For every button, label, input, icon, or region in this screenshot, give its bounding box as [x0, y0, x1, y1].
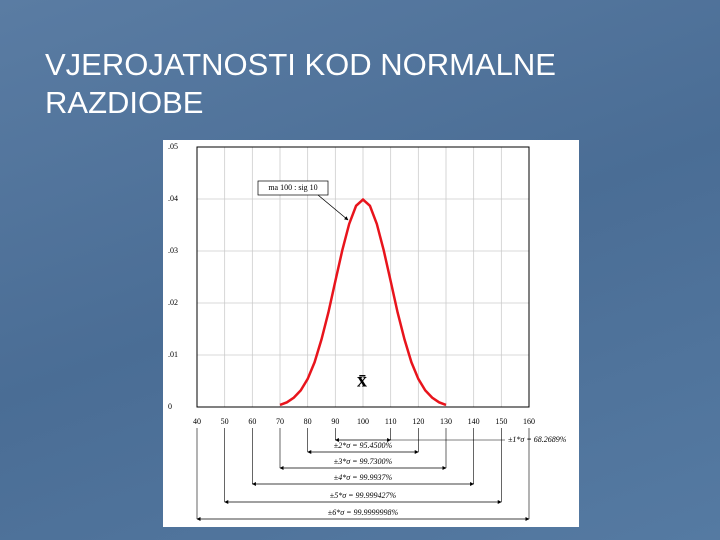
- x-tick-label: 160: [523, 417, 535, 426]
- x-tick-label: 70: [276, 417, 284, 426]
- y-tick-label: .03: [168, 246, 178, 255]
- x-tick-label: 130: [440, 417, 452, 426]
- plot-border: [196, 146, 530, 408]
- curve-label-arrow: [317, 194, 349, 221]
- y-tick-label: .04: [168, 194, 178, 203]
- interval-label: ±4*σ = 99.9937%: [334, 473, 393, 482]
- x-tick-label: 110: [385, 417, 397, 426]
- interval-label: ±2*σ = 95.4500%: [334, 441, 393, 450]
- chart-panel: [163, 140, 579, 527]
- x-tick-label: 40: [193, 417, 201, 426]
- curve-label-box: [257, 180, 329, 196]
- y-tick-label: .05: [168, 142, 178, 151]
- x-tick-label: 90: [331, 417, 339, 426]
- y-tick-label: 0: [168, 402, 172, 411]
- x-tick-label: 140: [468, 417, 480, 426]
- x-tick-label: 80: [304, 417, 312, 426]
- slide-title: VJEROJATNOSTI KOD NORMALNE RAZDIOBE: [45, 47, 556, 120]
- x-tick-label: 100: [357, 417, 369, 426]
- x-tick-label: 60: [248, 417, 256, 426]
- interval-label: ±1*σ = 68.2689%: [508, 435, 567, 444]
- mean-label: x̄: [357, 370, 367, 392]
- interval-label: ±5*σ = 99.999427%: [330, 491, 397, 500]
- interval-label: ±3*σ = 99.7300%: [334, 457, 393, 466]
- y-tick-label: .02: [168, 298, 178, 307]
- x-tick-label: 120: [412, 417, 424, 426]
- interval-label: ±6*σ = 99.9999998%: [328, 508, 399, 517]
- curve: [279, 197, 447, 407]
- x-tick-label: 50: [221, 417, 229, 426]
- x-tick-label: 150: [495, 417, 507, 426]
- curve-label: ma 100 : sig 10: [268, 183, 317, 192]
- y-tick-label: .01: [168, 350, 178, 359]
